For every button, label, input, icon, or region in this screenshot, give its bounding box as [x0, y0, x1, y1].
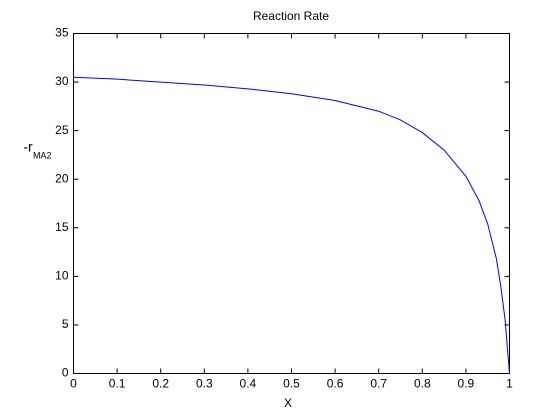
y-tick-label: 15 [55, 220, 69, 234]
plot-area [73, 33, 510, 374]
y-tick-label: 25 [55, 123, 69, 137]
y-tick-label: 0 [62, 366, 69, 380]
y-tick-label: 35 [55, 26, 69, 40]
y-tick-label: 20 [55, 171, 69, 185]
x-tick-label: 0.4 [240, 377, 257, 391]
line-series [73, 76, 510, 374]
y-axis-label: -r [23, 139, 33, 155]
x-tick-label: 1 [506, 377, 513, 391]
x-tick-label: 0.8 [414, 377, 431, 391]
x-tick-label: 0.1 [109, 377, 126, 391]
y-tick-label: 30 [55, 74, 69, 88]
y-tick-label: 5 [62, 317, 69, 331]
x-tick-label: 0.9 [458, 377, 475, 391]
x-tick-label: 0.7 [370, 377, 387, 391]
x-tick-label: 0.6 [327, 377, 344, 391]
chart-title: Reaction Rate [253, 9, 329, 23]
y-tick-label: 10 [55, 269, 69, 283]
x-tick-label: 0.5 [283, 377, 300, 391]
y-axis-label-subscript: MA2 [33, 150, 52, 160]
x-tick-label: 0.3 [196, 377, 213, 391]
x-axis-label: X [284, 396, 292, 410]
x-tick-label: 0 [70, 377, 77, 391]
x-tick-label: 0.2 [152, 377, 169, 391]
